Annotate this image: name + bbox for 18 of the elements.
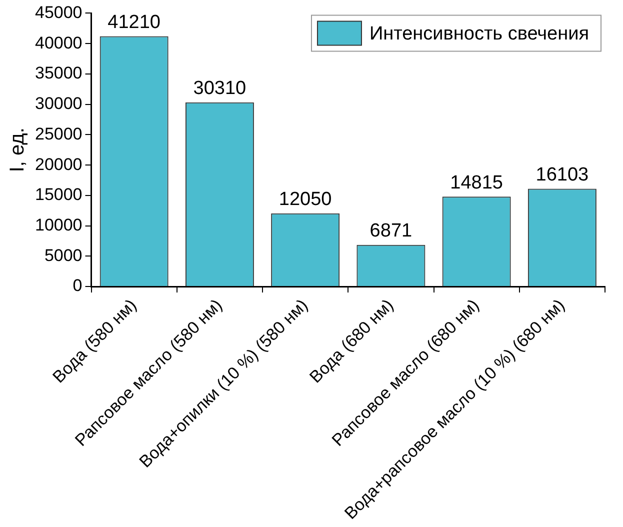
y-tick-label: 0 — [72, 276, 82, 296]
y-tick-label: 35000 — [34, 64, 82, 83]
y-tick-label: 30000 — [34, 94, 82, 114]
data-label: 14815 — [450, 172, 503, 194]
data-label: 16103 — [536, 164, 589, 186]
y-tick-label: 5000 — [44, 246, 82, 265]
legend-label: Интенсивность свечения — [369, 23, 590, 44]
data-label: 6871 — [370, 220, 412, 242]
y-tick-label: 40000 — [34, 33, 82, 52]
data-label: 41210 — [108, 12, 161, 33]
y-tick-label: 20000 — [34, 154, 82, 174]
y-tick-label: 15000 — [34, 185, 82, 204]
data-label: 12050 — [278, 189, 332, 210]
y-tick-label: 10000 — [34, 216, 82, 234]
y-tick-label: 25000 — [34, 124, 82, 144]
data-label: 30310 — [193, 78, 246, 100]
y-axis-title: I, ед. — [6, 128, 29, 172]
y-tick-label: 45000 — [34, 2, 82, 22]
